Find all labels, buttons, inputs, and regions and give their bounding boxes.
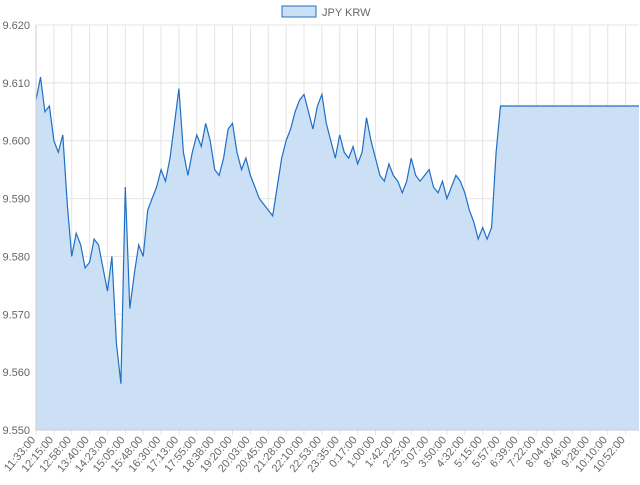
y-tick-label: 9.620	[2, 20, 30, 32]
y-tick-label: 9.610	[2, 78, 30, 90]
y-tick-label: 9.580	[2, 251, 30, 263]
line	[35, 76, 639, 384]
legend-label: JPY KRW	[322, 7, 371, 19]
y-tick-label: 9.590	[2, 194, 30, 206]
y-tick-label: 9.600	[2, 136, 30, 148]
legend-swatch	[281, 5, 317, 18]
y-tick-label: 9.570	[2, 309, 30, 321]
y-tick-label: 9.560	[2, 367, 30, 379]
y-tick-label: 9.550	[2, 425, 30, 437]
area	[36, 77, 639, 430]
